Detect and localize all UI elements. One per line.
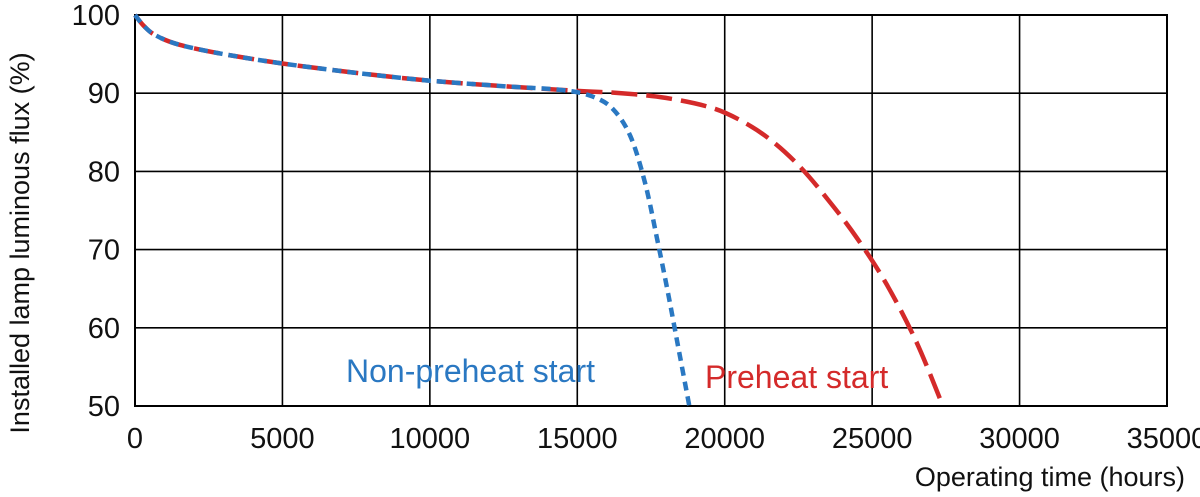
y-tick-label: 70 [88, 235, 120, 267]
series-line-non-preheat-start [133, 13, 692, 407]
tick-labels: 0 5000 10000 15000 20000 25000 30000 35000 100 90… [72, 0, 1200, 455]
x-tick-label: 5000 [250, 423, 315, 455]
grid [134, 14, 1168, 407]
series-lines [133, 13, 945, 407]
x-tick-label: 20000 [684, 423, 765, 455]
x-tick-label: 25000 [832, 423, 913, 455]
y-tick-label: 80 [88, 156, 120, 188]
annotation-non-preheat-start: Non-preheat start [346, 353, 595, 389]
x-tick-label: 15000 [537, 423, 618, 455]
x-tick-label: 0 [127, 423, 143, 455]
annotation-preheat-start: Preheat start [705, 359, 888, 395]
x-axis-title: Operating time (hours) [915, 462, 1185, 492]
y-axis-title: Installed lamp luminous flux (%) [5, 52, 35, 433]
y-tick-label: 100 [72, 0, 120, 32]
x-tick-label: 10000 [390, 423, 471, 455]
y-tick-label: 60 [88, 313, 120, 345]
series-line-preheat-start [133, 13, 945, 407]
y-tick-label: 50 [88, 391, 120, 423]
y-tick-label: 90 [88, 78, 120, 110]
plot-frame [134, 14, 1168, 407]
x-tick-label: 35000 [1127, 423, 1200, 455]
x-tick-label: 30000 [979, 423, 1060, 455]
